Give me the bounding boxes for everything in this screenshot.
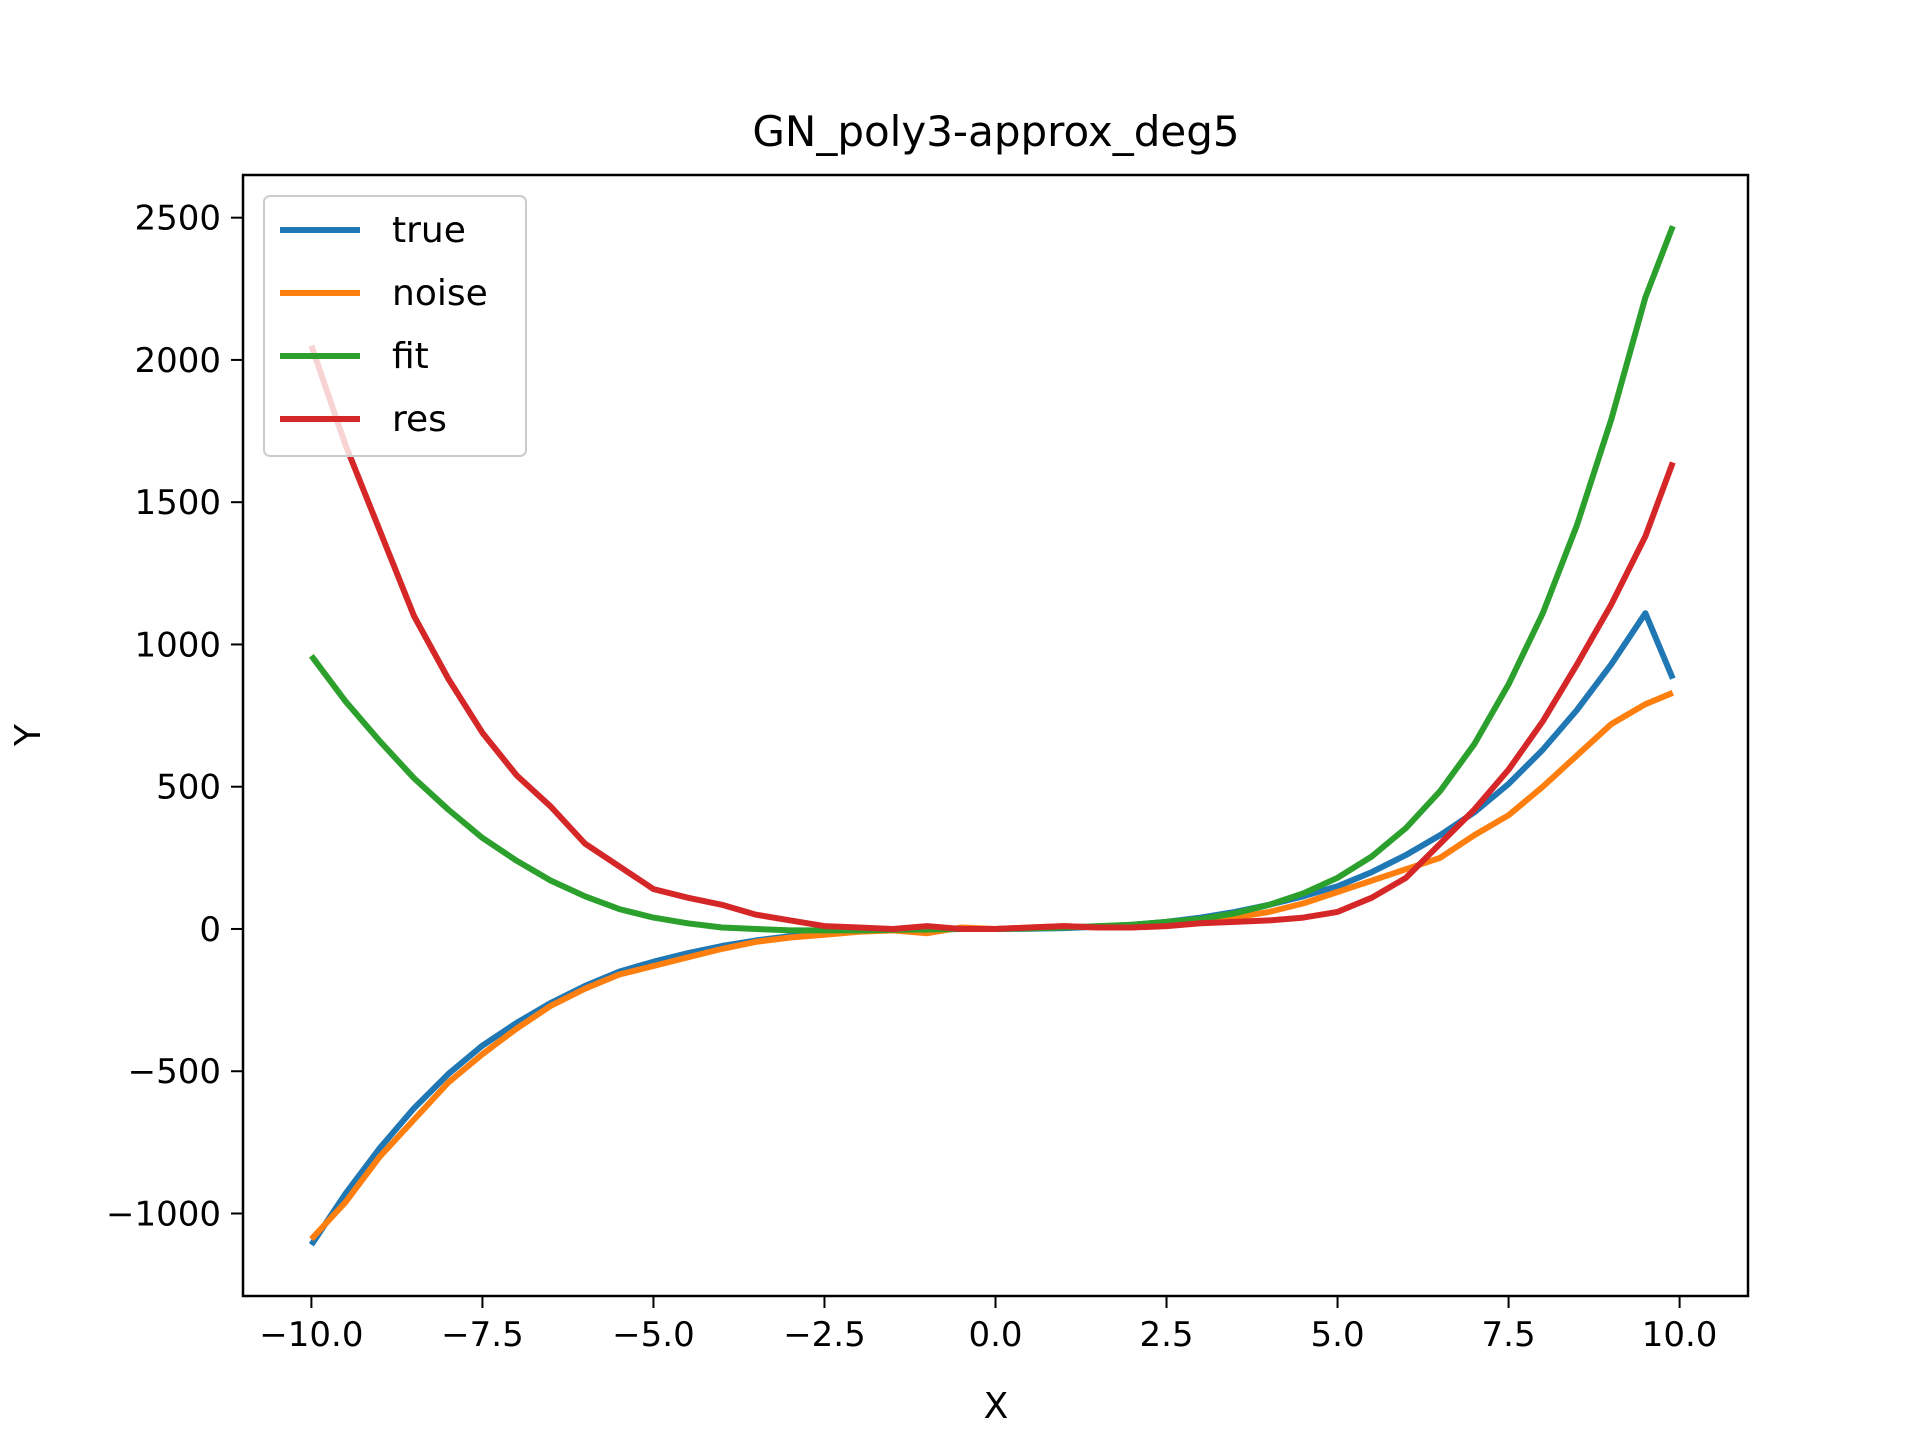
y-axis-ticks: −1000 −500 0 500 1000 1500 2000 2500 bbox=[106, 199, 243, 1234]
y-tick-label: 2000 bbox=[134, 341, 221, 381]
x-tick-label: −7.5 bbox=[441, 1315, 524, 1355]
legend-box bbox=[263, 195, 527, 457]
legend-label-noise: noise bbox=[392, 273, 488, 314]
x-axis-label: X bbox=[984, 1386, 1009, 1427]
x-axis-ticks: −10.0 −7.5 −5.0 −2.5 0.0 2.5 5.0 7.5 10.0 bbox=[259, 1296, 1717, 1355]
x-tick-label: 10.0 bbox=[1642, 1315, 1718, 1355]
legend-label-fit: fit bbox=[392, 336, 429, 377]
y-tick-label: −500 bbox=[128, 1052, 221, 1092]
x-tick-label: −10.0 bbox=[259, 1315, 363, 1355]
x-tick-label: −2.5 bbox=[783, 1315, 866, 1355]
y-tick-label: 1500 bbox=[134, 483, 221, 523]
chart-title: GN_poly3-approx_deg5 bbox=[752, 107, 1239, 156]
x-tick-label: 2.5 bbox=[1139, 1315, 1193, 1355]
plot-lines bbox=[308, 225, 1676, 1247]
x-tick-label: 0.0 bbox=[968, 1315, 1022, 1355]
legend-label-true: true bbox=[392, 210, 466, 251]
y-tick-label: −1000 bbox=[106, 1194, 221, 1234]
y-axis-label: Y bbox=[8, 723, 49, 747]
x-tick-label: 5.0 bbox=[1311, 1315, 1365, 1355]
y-tick-label: 500 bbox=[156, 768, 221, 808]
legend: true noise fit res bbox=[263, 195, 527, 457]
legend-label-res: res bbox=[392, 399, 447, 440]
x-tick-label: −5.0 bbox=[612, 1315, 695, 1355]
y-tick-label: 2500 bbox=[134, 199, 221, 239]
y-tick-label: 1000 bbox=[134, 625, 221, 665]
series-line-res bbox=[308, 344, 1676, 932]
y-tick-label: 0 bbox=[199, 910, 221, 950]
x-tick-label: 7.5 bbox=[1482, 1315, 1536, 1355]
